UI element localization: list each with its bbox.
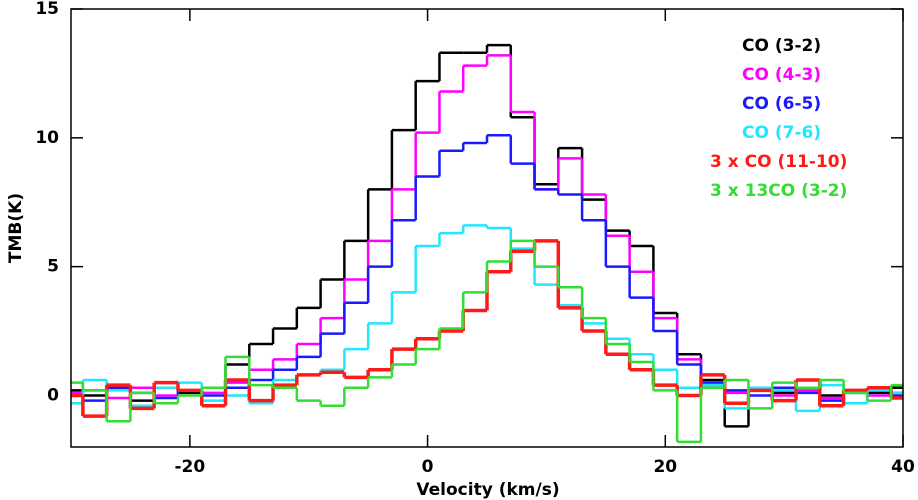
legend-entry: 3 x CO (11-10) xyxy=(710,152,847,172)
x-tick-label: -20 xyxy=(174,457,205,477)
series xyxy=(71,239,903,444)
legend-entry: CO (7-6) xyxy=(742,123,821,143)
legend-entry: CO (3-2) xyxy=(742,36,821,56)
y-tick-label: 10 xyxy=(35,128,59,148)
x-tick-label: 0 xyxy=(422,457,434,477)
y-tick-label: 0 xyxy=(47,385,59,405)
step-riser xyxy=(81,225,893,411)
x-tick-label: 20 xyxy=(653,457,677,477)
y-tick-label: 5 xyxy=(47,257,59,277)
y-axis-label: TMB(K) xyxy=(6,193,26,263)
x-tick-label: 40 xyxy=(891,457,915,477)
legend-entry: CO (4-3) xyxy=(742,65,821,85)
step-riser xyxy=(81,240,893,442)
plot-frame xyxy=(70,8,904,448)
x-axis-label: Velocity (km/s) xyxy=(416,480,559,500)
y-tick-label: 15 xyxy=(35,0,59,19)
legend-entry: CO (6-5) xyxy=(742,94,821,114)
legend-entry: 3 x 13CO (3-2) xyxy=(710,181,847,201)
